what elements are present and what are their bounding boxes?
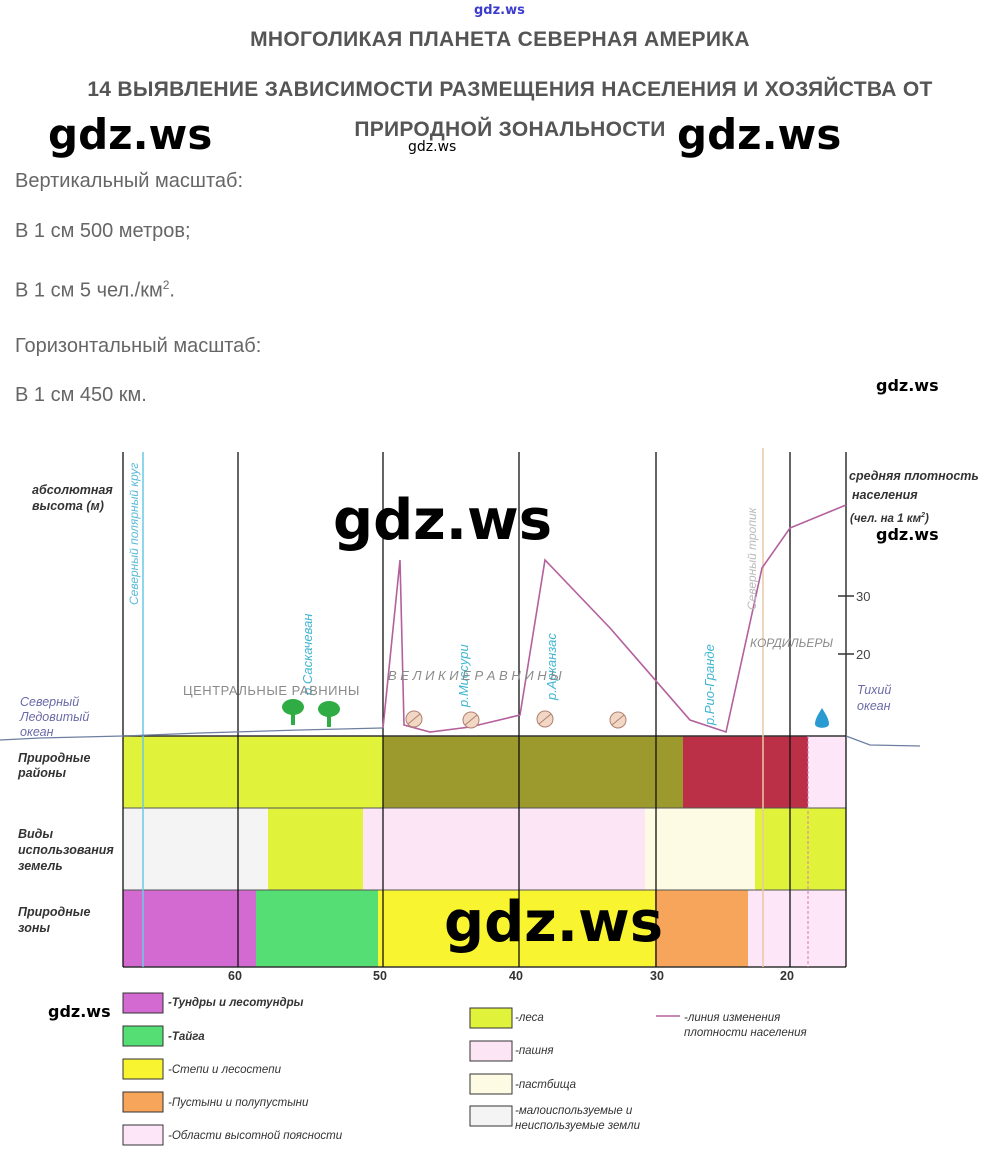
landuse-arable-2: [383, 808, 645, 890]
water-drop-icon: [815, 708, 829, 728]
x-tick-30: 30: [650, 969, 664, 983]
zone-altitude: [748, 890, 846, 967]
legend-swatch-altitude: [122, 1124, 164, 1146]
region-crimson: [683, 736, 808, 808]
cordillera-label: КОРДИЛЬЕРЫ: [750, 636, 833, 650]
vertical-scale-label: Вертикальный масштаб:: [15, 170, 244, 192]
central-plains-label: ЦЕНТРАЛЬНЫЕ РАВНИНЫ: [183, 683, 360, 698]
watermark-big-left: gdz.ws: [48, 110, 213, 159]
tree-icon: [282, 699, 304, 725]
legend-swatch-taiga: [122, 1025, 164, 1047]
watermark-top: gdz.ws: [474, 3, 525, 18]
field-icon: [405, 710, 423, 728]
legend-swatch-steppe: [122, 1058, 164, 1080]
pacific-ocean-2: океан: [857, 699, 891, 713]
right-axis-label-2: населения: [852, 488, 918, 502]
legend-swatch-desert: [122, 1091, 164, 1113]
vertical-scale-1: В 1 см 500 метров;: [15, 220, 191, 242]
region-altitude: [808, 736, 846, 808]
density-line: [382, 504, 847, 734]
river-arkansas: р.Арканзас: [544, 633, 559, 701]
region-forest-west: [123, 736, 383, 808]
river-rio-grande: р.Рио-Гранде: [702, 644, 717, 726]
row-label-landuse-3: земель: [18, 859, 63, 873]
legend-density-1: -линия изменения: [684, 1012, 780, 1024]
row-label-zones-2: зоны: [18, 921, 50, 935]
watermark-small-right-1: gdz.ws: [876, 376, 939, 395]
pacific-ocean-1: Тихий: [857, 683, 891, 697]
legend-tundra: -Тундры и лесотундры: [168, 997, 304, 1009]
landuse-forest-1: [268, 808, 363, 890]
page-subtitle-line1: 14 ВЫЯВЛЕНИЕ ЗАВИСИМОСТИ РАЗМЕЩЕНИЯ НАСЕ…: [87, 78, 933, 101]
legend-swatch-unused: [469, 1105, 513, 1127]
tropic-label: Северный тропик: [745, 506, 759, 610]
row-label-landuse-2: использования: [18, 843, 114, 857]
horizontal-scale-label: Горизонтальный масштаб:: [15, 335, 262, 357]
landuse-pasture: [645, 808, 755, 890]
arctic-circle-label: Северный полярный круг: [127, 463, 141, 605]
region-olive: [383, 736, 683, 808]
legend-arable: -пашня: [515, 1045, 554, 1057]
landuse-forest-2: [755, 808, 846, 890]
great-plains-label: В Е Л И К И Е Р А В Н И Н Ы: [388, 668, 562, 683]
right-axis-label-3: (чел. на 1 км2): [850, 512, 929, 525]
zone-desert: [655, 890, 748, 967]
watermark-big-right: gdz.ws: [677, 110, 842, 159]
x-tick-50: 50: [373, 969, 387, 983]
x-tick-60: 60: [228, 969, 242, 983]
watermark-big-center: gdz.ws: [333, 488, 553, 553]
page-title: МНОГОЛИКАЯ ПЛАНЕТА СЕВЕРНАЯ АМЕРИКА: [250, 28, 750, 51]
legend-altitude: -Области высотной поясности: [168, 1130, 343, 1142]
zone-steppe: [378, 890, 655, 967]
page-subtitle-line2: ПРИРОДНОЙ ЗОНАЛЬНОСТИ: [354, 118, 666, 141]
legend-desert: -Пустыни и полупустыни: [168, 1097, 309, 1109]
legend-swatch-forest: [469, 1007, 513, 1029]
x-tick-20: 20: [780, 969, 794, 983]
arctic-ocean-1: Северный: [20, 695, 79, 709]
legend-unused-2: неиспользуемые земли: [515, 1120, 641, 1132]
watermark-big-bottom: gdz.ws: [444, 890, 664, 955]
row-label-regions-2: районы: [17, 766, 66, 780]
watermark-small-right-2: gdz.ws: [876, 525, 939, 544]
zone-tundra: [123, 890, 256, 967]
legend-pasture: -пастбища: [515, 1079, 576, 1091]
left-axis-label-1: абсолютная: [32, 483, 113, 497]
landuse-unused: [123, 808, 268, 890]
field-icon: [536, 710, 554, 728]
arctic-ocean-2: Ледовитый: [19, 710, 89, 724]
tree-icon: [318, 701, 340, 727]
density-tick-20: 20: [856, 647, 870, 662]
field-icon: [462, 711, 480, 729]
x-tick-40: 40: [509, 969, 523, 983]
legend-density-2: плотности населения: [684, 1027, 807, 1039]
river-missouri: р.Миссури: [456, 644, 471, 708]
legend-swatch-tundra: [122, 992, 164, 1014]
density-tick-30: 30: [856, 589, 870, 604]
landuse-arable-1: [363, 808, 383, 890]
legend-forest: -леса: [515, 1012, 544, 1024]
field-icon: [609, 711, 627, 729]
profile-diagram: 30 20 абсолютная высота (м) средняя плот…: [0, 448, 979, 1146]
legend-steppe: -Степи и лесостепи: [168, 1064, 282, 1076]
watermark-small-bottom-left: gdz.ws: [48, 1002, 111, 1021]
row-label-regions-1: Природные: [18, 751, 90, 765]
river-saskatchewan: р.Саскачеван: [300, 614, 315, 696]
legend-swatch-pasture: [469, 1073, 513, 1095]
arctic-ocean-3: океан: [20, 725, 54, 739]
right-axis-label-1: средняя плотность: [849, 469, 979, 483]
vertical-scale-2: В 1 см 5 чел./км2.: [15, 278, 175, 302]
legend-swatch-arable: [469, 1040, 513, 1062]
left-axis-label-2: высота (м): [32, 499, 104, 513]
watermark-small-under-title: gdz.ws: [408, 139, 457, 155]
row-label-zones-1: Природные: [18, 905, 90, 919]
legend-unused-1: -малоиспользуемые и: [515, 1105, 633, 1117]
row-label-landuse-1: Виды: [18, 827, 53, 841]
horizontal-scale-1: В 1 см 450 км.: [15, 384, 147, 406]
zone-taiga: [256, 890, 378, 967]
legend-taiga: -Тайга: [168, 1031, 205, 1043]
